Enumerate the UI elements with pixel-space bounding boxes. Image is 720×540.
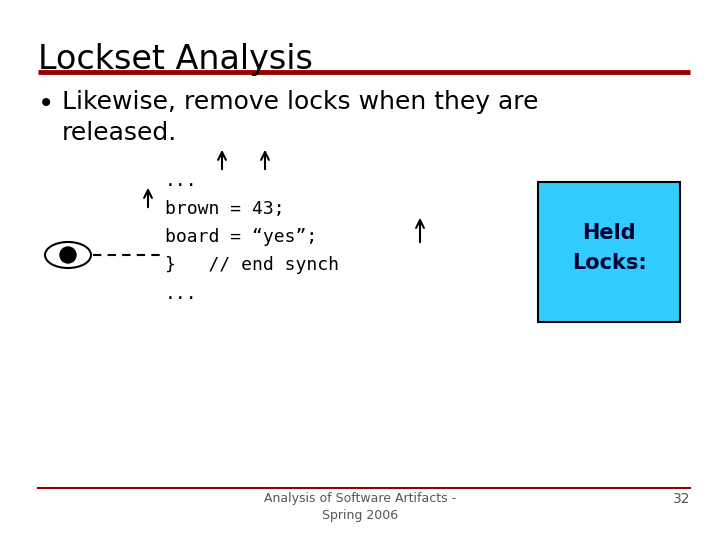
Text: Lockset Analysis: Lockset Analysis (38, 43, 313, 76)
Text: }   // end synch: } // end synch (165, 256, 339, 274)
Text: ...: ... (165, 172, 197, 190)
Text: •: • (38, 90, 54, 118)
Text: Likewise, remove locks when they are
released.: Likewise, remove locks when they are rel… (62, 90, 539, 145)
Text: 32: 32 (672, 492, 690, 506)
Text: ...: ... (165, 285, 197, 303)
Text: brown = 43;: brown = 43; (165, 200, 284, 218)
Text: board = “yes”;: board = “yes”; (165, 228, 318, 246)
Text: Analysis of Software Artifacts -
Spring 2006: Analysis of Software Artifacts - Spring … (264, 492, 456, 522)
Text: Held
Locks:: Held Locks: (572, 223, 647, 273)
Bar (538, 182, 680, 322)
Circle shape (60, 247, 76, 263)
